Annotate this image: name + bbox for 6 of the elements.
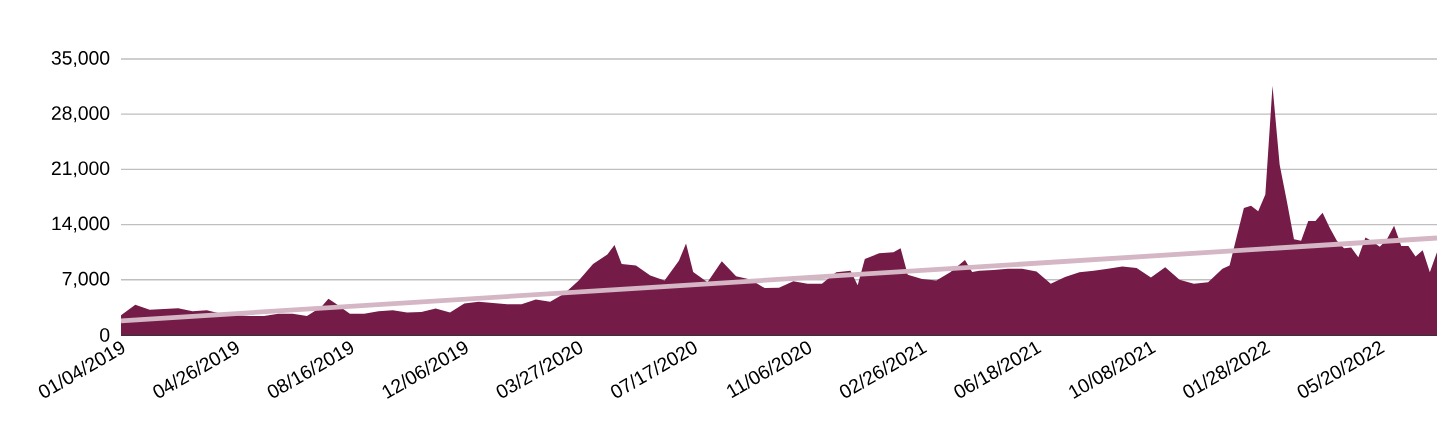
y-tick-label: 28,000 [51,106,110,123]
y-tick-label: 7,000 [62,271,110,288]
y-tick-label: 0 [100,328,110,342]
y-tick-label: 14,000 [52,216,110,233]
y-tick-label: 35,000 [51,51,110,67]
y-tick-label: 21,000 [51,161,110,178]
